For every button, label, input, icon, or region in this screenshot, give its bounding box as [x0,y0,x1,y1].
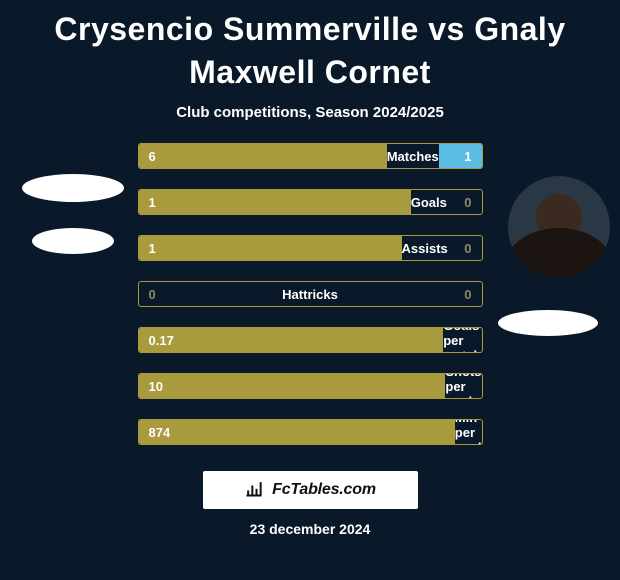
stat-left-value: 0 [139,282,177,306]
player-right-club-badge-1 [498,310,598,336]
stat-right-value: 0 [448,236,482,260]
page-title: Crysencio Summerville vs Gnaly Maxwell C… [0,0,620,94]
stat-left-value: 874 [139,420,455,444]
stat-left-value: 10 [139,374,446,398]
player-left-club-badge-2 [32,228,114,254]
stat-label: Goals [411,190,447,214]
stat-row: 1Assists0 [138,235,483,261]
stat-label: Assists [402,236,448,260]
stat-right-value: 1 [439,144,482,168]
stat-row: 0Hattricks0 [138,281,483,307]
stat-right-value: 0 [447,190,482,214]
brand-text: FcTables.com [272,481,376,499]
subtitle: Club competitions, Season 2024/2025 [0,104,620,121]
stat-left-value: 6 [139,144,387,168]
player-left-club-badge-1 [22,174,124,202]
stat-row: 10Shots per goal [138,373,483,399]
stat-label: Min per goal [455,420,482,444]
stat-row: 1Goals0 [138,189,483,215]
stat-left-value: 0.17 [139,328,444,352]
stat-right-value: 0 [444,282,482,306]
chart-icon [244,478,264,503]
stats-table: 6Matches11Goals01Assists00Hattricks00.17… [138,143,483,445]
stat-row: 6Matches1 [138,143,483,169]
stat-label: Matches [387,144,439,168]
stat-label: Goals per match [443,328,481,352]
brand-badge[interactable]: FcTables.com [203,471,418,509]
stat-label: Shots per goal [445,374,481,398]
stat-row: 874Min per goal [138,419,483,445]
stat-row: 0.17Goals per match [138,327,483,353]
player-right-avatar [508,176,610,278]
stat-left-value: 1 [139,236,402,260]
stat-label: Hattricks [176,282,444,306]
stat-left-value: 1 [139,190,411,214]
footer-date: 23 december 2024 [0,521,620,537]
